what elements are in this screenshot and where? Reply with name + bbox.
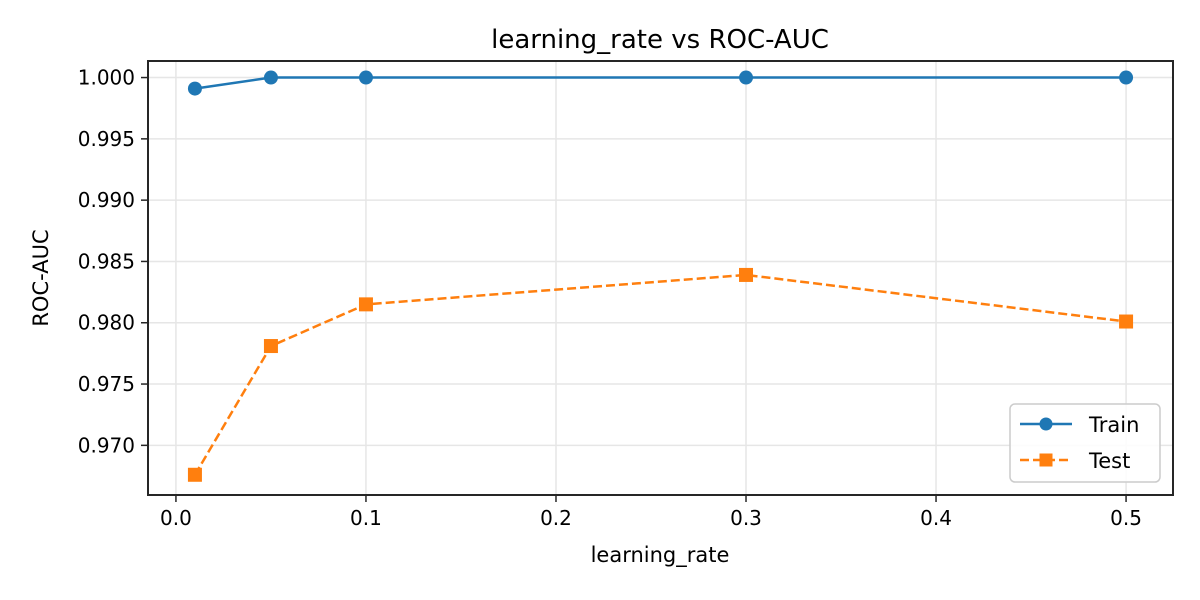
x-tick-label: 0.0 (160, 506, 192, 530)
legend: Train Test (1009, 403, 1161, 483)
y-axis-ticks: 0.970 0.975 0.980 0.985 0.990 0.995 1.000 (78, 66, 148, 457)
data-point-train (1119, 70, 1134, 85)
data-point-test (263, 339, 278, 354)
x-axis-label: learning_rate (591, 543, 730, 568)
data-point-train (263, 70, 278, 85)
legend-label-test: Test (1088, 449, 1130, 473)
legend-marker-test (1039, 453, 1053, 467)
y-tick-label: 0.980 (78, 311, 135, 335)
data-point-test (358, 297, 373, 312)
legend-label-train: Train (1088, 413, 1139, 437)
legend-marker-train (1039, 417, 1053, 431)
y-tick-label: 0.970 (78, 433, 135, 457)
x-tick-label: 0.1 (350, 506, 382, 530)
data-point-test (1119, 314, 1134, 329)
x-tick-label: 0.4 (920, 506, 952, 530)
plot-series (187, 70, 1134, 482)
y-axis-label: ROC-AUC (29, 229, 53, 326)
x-tick-label: 0.3 (730, 506, 762, 530)
x-axis-ticks: 0.0 0.1 0.2 0.3 0.4 0.5 (160, 495, 1142, 530)
y-tick-label: 1.000 (78, 66, 135, 90)
data-point-train (187, 81, 202, 96)
data-point-test (187, 467, 202, 482)
data-point-test (739, 267, 754, 282)
x-tick-label: 0.5 (1110, 506, 1142, 530)
x-tick-label: 0.2 (540, 506, 572, 530)
data-point-train (358, 70, 373, 85)
y-tick-label: 0.975 (78, 372, 135, 396)
y-tick-label: 0.985 (78, 249, 135, 273)
data-point-train (739, 70, 754, 85)
chart-title: learning_rate vs ROC-AUC (491, 25, 829, 55)
y-tick-label: 0.995 (78, 127, 135, 151)
axes-frame (147, 60, 1174, 496)
y-tick-label: 0.990 (78, 188, 135, 212)
grid-lines (148, 61, 1173, 495)
